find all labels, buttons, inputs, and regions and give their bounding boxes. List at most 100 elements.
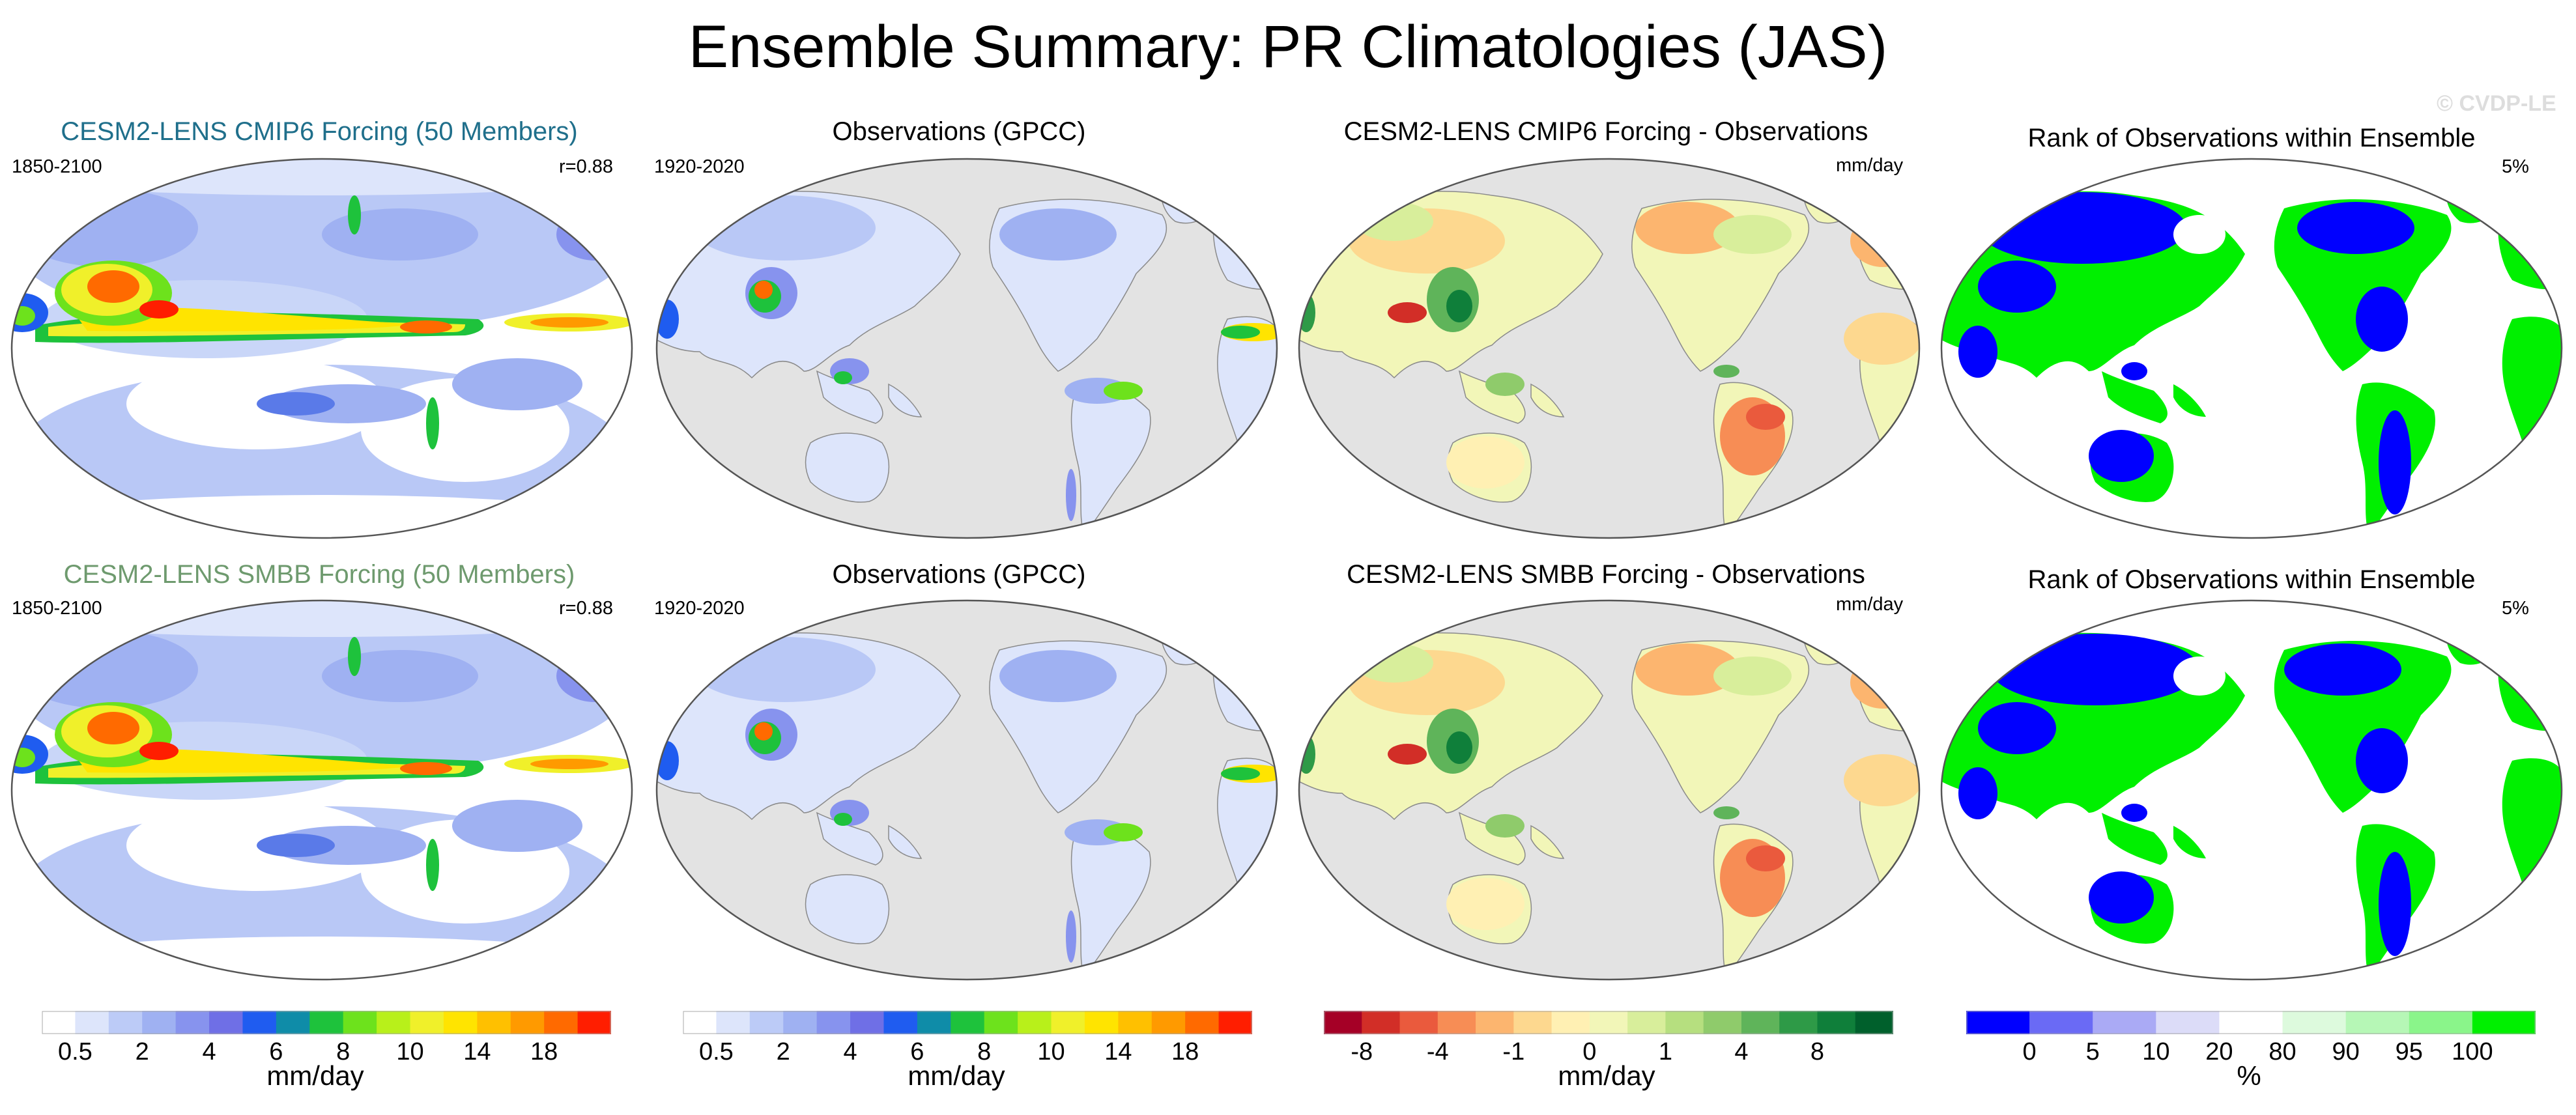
panel-r2c4-significance: 5% (2502, 598, 2529, 619)
colorbar-1-swatch (276, 1011, 310, 1034)
panel-r2c4-title: Rank of Observations within Ensemble (2027, 565, 2476, 594)
colorbar-3-tick-label: 0 (1582, 1038, 1597, 1066)
colorbar-1-tick-label: 6 (269, 1038, 283, 1066)
panel-r2c2-title: Observations (GPCC) (832, 560, 1086, 589)
map-rank-panel (1940, 599, 2563, 981)
map-model-panel (10, 599, 633, 981)
colorbar-3-swatch (1513, 1011, 1553, 1034)
panel-r2c1-title: CESM2-LENS SMBB Forcing (50 Members) (63, 560, 575, 589)
panel-r1c4-significance: 5% (2502, 156, 2529, 177)
colorbar-1-swatch (477, 1011, 511, 1034)
colorbar-3-tick-label: 4 (1734, 1038, 1749, 1066)
panel-r1c1-correlation: r=0.88 (559, 156, 614, 177)
colorbar-3-tick-label: 1 (1658, 1038, 1672, 1066)
colorbar-2-unit: mm/day (908, 1060, 1005, 1091)
map-diff-panel (1298, 158, 1921, 539)
colorbar-3-tick-label: -1 (1502, 1038, 1525, 1066)
panel-r1c3-title: CESM2-LENS CMIP6 Forcing - Observations (1343, 117, 1868, 146)
colorbar-4-tick-label: 5 (2085, 1038, 2100, 1066)
colorbar-1-swatch (343, 1011, 377, 1034)
colorbar-1-swatch (510, 1011, 545, 1034)
colorbar-1-swatch (108, 1011, 143, 1034)
colorbar-2-tick-label: 4 (843, 1038, 857, 1066)
colorbar-4-tick-label: 100 (2452, 1038, 2493, 1066)
colorbar-2-tick-label: 2 (776, 1038, 790, 1066)
colorbar-1-swatch (377, 1011, 411, 1034)
colorbar-4-swatch (2409, 1011, 2473, 1034)
colorbar-1-swatch (75, 1011, 109, 1034)
panel-r2c2-period: 1920-2020 (654, 598, 745, 619)
colorbar-1-tick-label: 8 (336, 1038, 351, 1066)
colorbar-2-swatch (783, 1011, 818, 1034)
colorbar-1-swatch (309, 1011, 344, 1034)
colorbar-4-swatch (2093, 1011, 2156, 1034)
map-diff-panel (1298, 599, 1921, 981)
colorbar-2-tick-label: 0.5 (698, 1038, 734, 1066)
colorbar-3-swatch (1324, 1011, 1362, 1034)
colorbar-1-tick-label: 18 (530, 1038, 558, 1066)
colorbar-3-swatch (1741, 1011, 1780, 1034)
colorbar-2-swatch (749, 1011, 784, 1034)
map-model-panel (10, 158, 633, 539)
colorbar-4-swatch (2029, 1011, 2093, 1034)
colorbar-3-tick-label: -8 (1351, 1038, 1373, 1066)
colorbar-2 (683, 1011, 1252, 1034)
colorbar-4 (1966, 1011, 2536, 1034)
map-obs-panel (655, 158, 1278, 539)
panel-r2c3-title: CESM2-LENS SMBB Forcing - Observations (1347, 560, 1865, 589)
colorbar-4-swatch (2156, 1011, 2220, 1034)
colorbar-2-swatch (917, 1011, 951, 1034)
colorbar-3-tick-label: -4 (1426, 1038, 1449, 1066)
colorbar-1-tick-label: 10 (396, 1038, 424, 1066)
colorbar-3-swatch (1855, 1011, 1893, 1034)
colorbar-2-swatch (1118, 1011, 1152, 1034)
map-rank-panel (1940, 158, 2563, 539)
colorbar-1-tick-label: 0.5 (57, 1038, 93, 1066)
colorbar-1-swatch (175, 1011, 210, 1034)
figure-title: Ensemble Summary: PR Climatologies (JAS) (688, 14, 1888, 80)
colorbar-2-swatch (1051, 1011, 1085, 1034)
colorbar-3-swatch (1627, 1011, 1666, 1034)
colorbar-3-swatch (1551, 1011, 1590, 1034)
colorbar-2-swatch (951, 1011, 985, 1034)
colorbar-4-tick-label: 95 (2395, 1038, 2423, 1066)
colorbar-3-swatch (1779, 1011, 1818, 1034)
colorbar-1-swatch (242, 1011, 277, 1034)
colorbar-1-swatch (142, 1011, 177, 1034)
colorbar-3-swatch (1362, 1011, 1401, 1034)
colorbar-4-tick-label: 80 (2268, 1038, 2297, 1066)
colorbar-4-unit: % (2237, 1060, 2261, 1091)
panel-r1c3-units: mm/day (1836, 155, 1904, 176)
panel-r1c4-title: Rank of Observations within Ensemble (2027, 124, 2476, 152)
colorbar-4-swatch (2472, 1011, 2536, 1034)
colorbar-3 (1324, 1011, 1893, 1034)
colorbar-1-tick-label: 14 (463, 1038, 491, 1066)
colorbar-2-swatch (1218, 1011, 1252, 1034)
colorbar-4-tick-label: 10 (2142, 1038, 2170, 1066)
colorbar-1-swatch (410, 1011, 444, 1034)
colorbar-2-tick-label: 14 (1104, 1038, 1132, 1066)
colorbar-1-swatch (209, 1011, 243, 1034)
panel-r1c2-period: 1920-2020 (654, 156, 745, 177)
panel-r2c1-period: 1850-2100 (12, 598, 102, 619)
colorbar-2-swatch (716, 1011, 751, 1034)
colorbar-3-swatch (1399, 1011, 1438, 1034)
colorbar-2-tick-label: 10 (1037, 1038, 1065, 1066)
colorbar-2-swatch (683, 1011, 717, 1034)
panel-r1c1-title: CESM2-LENS CMIP6 Forcing (50 Members) (61, 117, 578, 146)
colorbar-4-swatch (2219, 1011, 2283, 1034)
colorbar-2-swatch (1084, 1011, 1119, 1034)
colorbar-2-tick-label: 18 (1171, 1038, 1199, 1066)
colorbar-1-swatch (544, 1011, 579, 1034)
colorbar-2-swatch (816, 1011, 851, 1034)
colorbar-3-swatch (1437, 1011, 1476, 1034)
colorbar-4-tick-label: 0 (2022, 1038, 2037, 1066)
colorbar-1-swatch (443, 1011, 478, 1034)
colorbar-3-swatch (1665, 1011, 1704, 1034)
colorbar-3-swatch (1703, 1011, 1742, 1034)
colorbar-3-tick-label: 8 (1810, 1038, 1825, 1066)
colorbar-3-swatch (1817, 1011, 1856, 1034)
colorbar-2-swatch (1151, 1011, 1186, 1034)
copyright-label: © CVDP-LE (2437, 91, 2556, 116)
colorbar-3-swatch (1589, 1011, 1628, 1034)
